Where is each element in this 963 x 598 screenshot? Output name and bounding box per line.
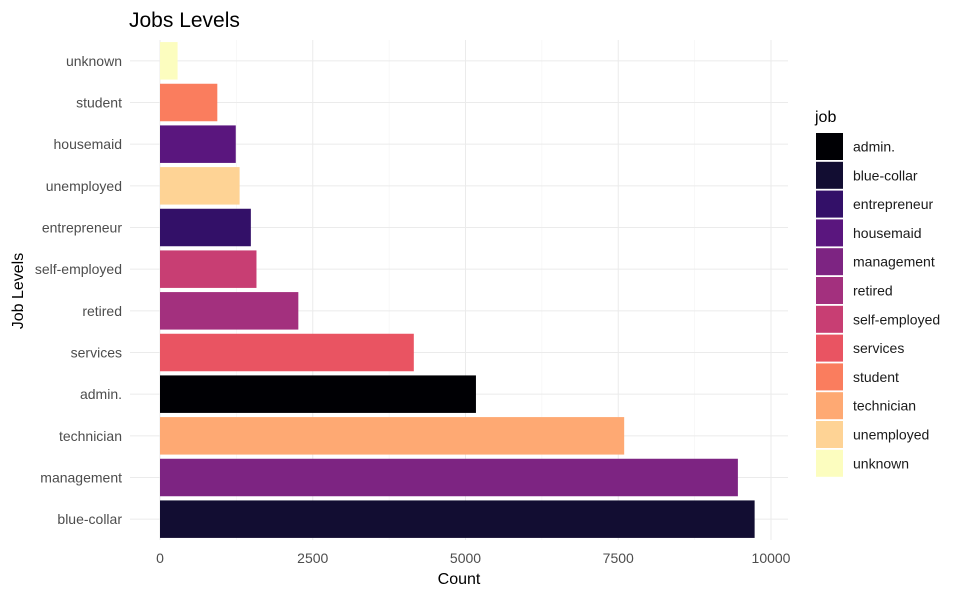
legend-label-self-employed: self-employed [853,311,940,327]
legend-label-entrepreneur: entrepreneur [853,196,934,212]
legend-label-technician: technician [853,398,916,414]
x-tick-label: 7500 [603,550,634,566]
y-tick-label-unknown: unknown [66,53,122,69]
bar-unemployed [160,167,240,205]
y-tick-label-housemaid: housemaid [54,136,123,152]
y-tick-label-admin: admin. [80,386,122,402]
legend-key-admin [816,133,843,160]
y-tick-label-self-employed: self-employed [35,261,122,277]
legend-key-housemaid [816,219,843,247]
legend-key-management [816,248,843,276]
legend-label-retired: retired [853,283,893,299]
bar-housemaid [160,125,236,163]
y-tick-label-entrepreneur: entrepreneur [42,220,123,236]
legend-key-unemployed [816,421,843,448]
y-tick-label-blue-collar: blue-collar [57,511,122,527]
legend-key-blue-collar [816,161,843,189]
legend-key-entrepreneur [816,190,843,218]
legend-key-student [816,363,843,391]
legend-key-services [816,334,843,362]
bar-services [160,333,414,372]
bar-blue-collar [160,500,755,538]
bar-unknown [160,42,178,80]
chart-title: Jobs Levels [129,9,240,32]
bar-technician [160,417,625,455]
legend-key-self-employed [816,305,843,333]
bar-self-employed [160,250,257,288]
y-tick-label-student: student [76,95,122,111]
legend-label-housemaid: housemaid [853,225,922,241]
legend-label-student: student [853,369,899,385]
legend-label-services: services [853,340,904,356]
legend-title: job [814,109,836,126]
bar-retired [160,292,299,330]
y-tick-label-management: management [40,470,122,486]
x-axis-tick-labels: 0 2500 5000 7500 10000 [156,550,791,566]
x-tick-label: 10000 [752,550,791,566]
y-tick-label-unemployed: unemployed [46,178,122,194]
bar-entrepreneur [160,208,251,247]
y-axis-title: Job Levels [10,253,27,330]
legend: job admin. blue-collar entrepreneur housema… [814,109,940,477]
y-tick-label-services: services [71,345,122,361]
y-tick-label-technician: technician [59,428,122,444]
y-tick-label-retired: retired [82,303,122,319]
legend-items: admin. blue-collar entrepreneur housemaid ma… [816,133,940,477]
legend-key-retired [816,277,843,304]
x-tick-label: 2500 [297,550,328,566]
x-tick-label: 0 [156,550,164,566]
legend-key-technician [816,392,843,420]
legend-key-unknown [816,449,843,477]
bar-admin [160,375,476,413]
legend-label-management: management [853,254,935,270]
legend-label-blue-collar: blue-collar [853,167,918,183]
x-tick-label: 5000 [450,550,481,566]
legend-label-admin: admin. [853,139,895,155]
bars [160,42,755,538]
y-axis-tick-labels: unknown student housemaid unemployed entrepr… [35,53,122,527]
legend-label-unemployed: unemployed [853,427,929,443]
bar-student [160,83,218,122]
bar-management [160,458,738,497]
x-axis-title: Count [438,571,481,588]
legend-label-unknown: unknown [853,455,909,471]
